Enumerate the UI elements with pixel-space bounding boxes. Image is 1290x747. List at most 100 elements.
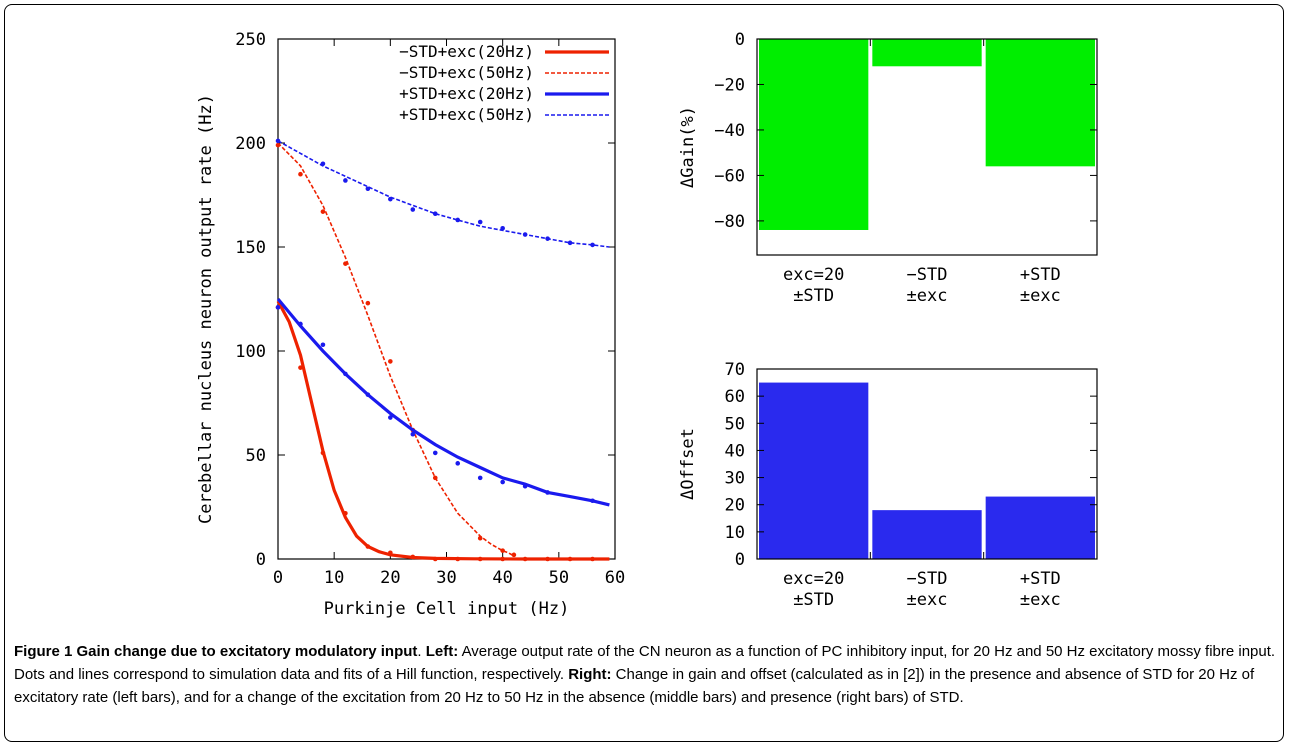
y-tick-label: 100 <box>235 342 266 362</box>
bar-chart-frame <box>756 38 1098 256</box>
series-fit-line <box>277 142 515 557</box>
category-label: ±exc <box>907 590 948 610</box>
data-point <box>567 240 573 246</box>
x-tick-label: 40 <box>492 568 512 588</box>
series-0 <box>275 300 610 562</box>
y-axis-label: ΔOffset <box>678 428 698 500</box>
data-point <box>522 556 528 562</box>
data-point <box>275 142 281 148</box>
y-tick-label: 30 <box>725 469 745 489</box>
y-tick-label: 200 <box>235 134 266 154</box>
line-chart: 0 10 20 30 40 50 60 0 50 100 150 200 250 Purkinje Cel… <box>196 30 625 619</box>
data-point <box>522 483 528 489</box>
data-point <box>365 392 371 397</box>
data-point <box>590 556 595 562</box>
data-point <box>298 365 303 370</box>
data-point <box>410 431 416 437</box>
data-point <box>320 450 326 456</box>
category-label: ±exc <box>1020 590 1061 610</box>
category-label: exc=20 <box>783 265 844 285</box>
data-point <box>432 475 438 481</box>
data-point <box>545 490 550 495</box>
category-label: ±exc <box>1020 286 1061 306</box>
data-point <box>343 371 348 377</box>
y-tick-label: 50 <box>246 446 266 466</box>
data-point <box>545 236 550 241</box>
y-tick-label: 20 <box>725 496 745 516</box>
data-point <box>365 186 371 192</box>
data-point <box>432 211 438 217</box>
y-tick-label: 150 <box>235 238 266 258</box>
series-3 <box>275 138 610 248</box>
data-point <box>410 207 416 212</box>
data-point <box>511 552 517 558</box>
y-tick-label: 0 <box>256 550 266 570</box>
data-point <box>365 300 371 306</box>
data-point <box>477 475 483 481</box>
data-point <box>320 161 326 167</box>
bar <box>872 39 982 67</box>
data-point <box>298 171 303 177</box>
data-point <box>590 242 595 248</box>
caption-left-text: Average output rate of the CN neuron as … <box>14 643 1276 683</box>
category-label: ±STD <box>793 286 834 306</box>
y-tick-label: 0 <box>735 30 745 50</box>
figure-charts: 0 10 20 30 40 50 60 0 50 100 150 200 250 Purkinje Cel… <box>196 30 1098 619</box>
y-tick-label: −40 <box>714 121 745 141</box>
gain-bar-chart: exc=20±STD−STD±exc+STD±exc0−20−40−60−80Δ… <box>678 30 1098 306</box>
y-tick-label: 40 <box>725 441 745 461</box>
legend-label: +STD+exc(50Hz) <box>399 105 534 124</box>
data-point <box>275 138 281 144</box>
data-point <box>410 554 416 560</box>
bar-chart-frame <box>756 368 1098 560</box>
data-point <box>388 359 393 364</box>
y-tick-label: 0 <box>735 550 745 570</box>
data-point <box>365 544 371 549</box>
y-tick-label: 60 <box>725 387 745 407</box>
data-point <box>522 232 528 237</box>
data-point <box>455 461 461 466</box>
y-tick-label: 250 <box>235 30 266 50</box>
data-point <box>343 510 348 516</box>
bar <box>759 382 869 559</box>
data-point <box>545 556 550 562</box>
legend-label: +STD+exc(20Hz) <box>399 84 534 103</box>
bar <box>872 510 982 559</box>
bar <box>985 39 1095 167</box>
legend-label: −STD+exc(50Hz) <box>399 63 534 82</box>
data-point <box>432 556 438 562</box>
y-tick-label: −60 <box>714 166 745 186</box>
category-label: ±exc <box>907 286 948 306</box>
y-tick-label: −20 <box>714 75 745 95</box>
x-tick-label: 0 <box>273 568 283 588</box>
data-point <box>388 550 393 556</box>
bar <box>759 39 869 230</box>
data-point <box>500 548 505 553</box>
y-axis-label: Cerebellar nucleus neuron output rate (H… <box>196 94 216 524</box>
legend-label: −STD+exc(20Hz) <box>399 42 534 61</box>
data-point <box>275 305 281 310</box>
x-axis-label: Purkinje Cell input (Hz) <box>324 599 570 619</box>
series-fit-line <box>277 140 610 248</box>
data-point <box>477 219 483 225</box>
data-point <box>455 217 461 223</box>
data-point <box>500 556 505 562</box>
y-tick-label: −80 <box>714 212 745 232</box>
category-label: +STD <box>1020 569 1061 589</box>
caption-title: Figure 1 Gain change due to excitatory m… <box>14 643 418 660</box>
x-tick-label: 60 <box>605 568 625 588</box>
data-point <box>500 225 505 231</box>
data-point <box>567 556 573 562</box>
data-point <box>477 535 483 541</box>
data-point <box>298 321 303 327</box>
series-fit-line <box>276 297 610 507</box>
x-tick-label: 10 <box>324 568 344 588</box>
x-tick-label: 50 <box>549 568 569 588</box>
data-point <box>500 479 505 485</box>
data-point <box>320 209 326 214</box>
data-point <box>590 498 595 504</box>
series-fit-line <box>276 300 610 561</box>
y-tick-label: 70 <box>725 360 745 380</box>
series-2 <box>275 297 610 507</box>
data-point <box>343 178 348 183</box>
